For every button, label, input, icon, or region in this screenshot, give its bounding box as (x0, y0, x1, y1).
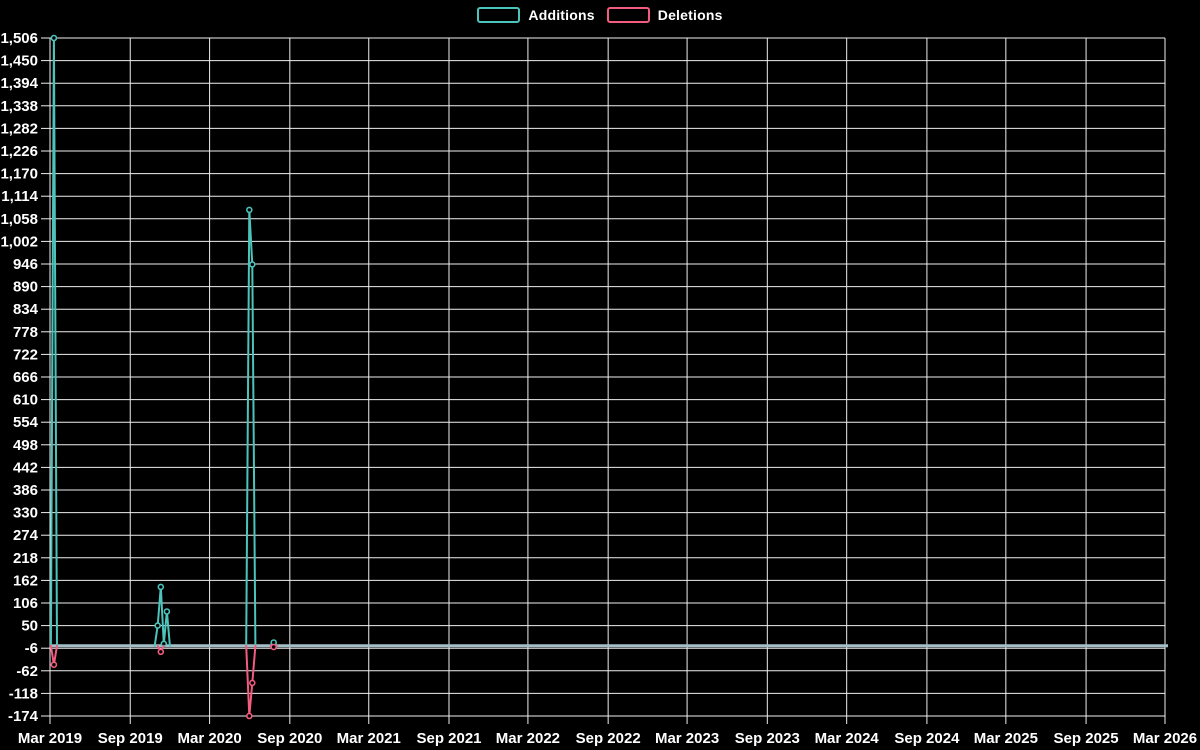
legend-item-additions[interactable]: Additions (477, 7, 595, 23)
y-tick-label: 106 (13, 595, 38, 612)
legend-item-deletions[interactable]: Deletions (606, 7, 723, 23)
x-tick-label: Sep 2025 (1054, 730, 1119, 747)
data-point-marker (246, 206, 253, 214)
data-point-marker (249, 261, 256, 268)
legend-label-additions: Additions (528, 7, 595, 23)
y-tick-label: 890 (13, 279, 38, 296)
y-tick-label: 834 (13, 301, 39, 318)
x-tick-label: Mar 2021 (337, 730, 401, 747)
y-tick-label: 50 (21, 618, 38, 635)
x-tick-label: Sep 2023 (735, 730, 800, 747)
y-tick-label: 1,338 (0, 98, 38, 115)
y-tick-label: 274 (13, 527, 39, 544)
y-tick-label: 554 (13, 414, 39, 431)
data-point-marker (157, 583, 165, 591)
chart-legend: Additions Deletions (0, 7, 1200, 23)
y-tick-label: -174 (8, 708, 39, 725)
data-point-marker (270, 643, 278, 651)
y-tick-label: 1,170 (0, 166, 38, 183)
series-line (153, 585, 171, 647)
series-line (49, 37, 58, 647)
deletions-swatch-icon (606, 7, 650, 23)
x-tick-label: Mar 2020 (177, 730, 241, 747)
y-tick-label: -62 (16, 663, 38, 680)
legend-label-deletions: Deletions (657, 7, 723, 23)
y-tick-label: 1,450 (0, 53, 38, 70)
y-tick-label: 946 (13, 256, 38, 273)
y-tick-label: 1,114 (1, 188, 38, 205)
additions-swatch-icon (477, 7, 521, 23)
data-point-marker (50, 34, 58, 42)
data-point-marker (50, 661, 58, 669)
y-tick-label: 442 (13, 459, 38, 476)
y-tick-label: 498 (13, 437, 38, 454)
y-tick-label: 1,226 (0, 143, 38, 160)
series-line (245, 208, 257, 647)
x-tick-label: Mar 2026 (1133, 730, 1197, 747)
x-tick-label: Sep 2024 (894, 730, 960, 747)
y-tick-label: 1,002 (0, 233, 38, 250)
y-tick-label: -118 (9, 685, 38, 702)
data-point-marker (249, 679, 256, 687)
data-point-marker (246, 712, 253, 720)
y-tick-label: 1,506 (0, 30, 38, 47)
x-tick-label: Sep 2019 (98, 730, 163, 747)
series-line (245, 644, 257, 717)
y-tick-label: 610 (13, 392, 38, 409)
x-tick-label: Sep 2020 (257, 730, 322, 747)
y-tick-label: -6 (25, 640, 38, 657)
y-tick-label: 218 (13, 550, 38, 567)
y-tick-label: 1,282 (0, 120, 38, 137)
x-tick-label: Mar 2022 (496, 730, 560, 747)
x-tick-label: Mar 2023 (655, 730, 719, 747)
data-point-marker (163, 608, 171, 615)
y-tick-label: 666 (13, 369, 38, 386)
y-tick-label: 1,394 (0, 75, 38, 92)
x-axis-layer: Mar 2019 Sep 2019 Mar 2020 Sep 2020 Mar 2021… (18, 38, 1197, 747)
y-tick-label: 722 (13, 346, 38, 363)
y-tick-label: 162 (13, 572, 38, 589)
x-tick-label: Sep 2021 (416, 730, 481, 747)
x-tick-label: Sep 2022 (576, 730, 641, 747)
y-tick-label: 386 (13, 482, 38, 499)
x-tick-label: Mar 2019 (18, 730, 82, 747)
y-axis-layer: 1,506 1,450 1,394 1,338 1,282 1,226 1,170 1,114… (0, 30, 1165, 725)
y-tick-label: 1,058 (0, 211, 38, 228)
series-deletions (49, 643, 278, 720)
data-point-marker (157, 648, 165, 656)
x-tick-label: Mar 2024 (815, 730, 880, 747)
y-tick-label: 330 (13, 505, 38, 522)
y-tick-label: 778 (13, 324, 38, 341)
data-point-marker (154, 622, 161, 629)
series-additions (49, 34, 278, 648)
x-tick-label: Mar 2025 (974, 730, 1038, 747)
